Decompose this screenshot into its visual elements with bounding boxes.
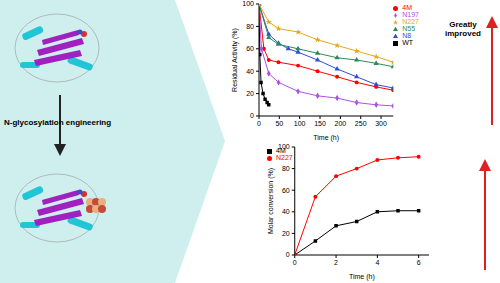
svg-text:0: 0 [286,251,290,258]
svg-text:40: 40 [246,68,254,75]
svg-text:100: 100 [294,120,306,127]
svg-text:20: 20 [246,90,254,97]
svg-text:100: 100 [278,143,290,150]
svg-text:0: 0 [293,259,297,266]
svg-text:Time (h): Time (h) [349,273,375,281]
svg-text:6: 6 [417,259,421,266]
svg-text:0: 0 [250,112,254,119]
svg-text:200: 200 [335,120,347,127]
svg-text:Residual Activity (%): Residual Activity (%) [231,28,239,92]
svg-text:300: 300 [375,120,387,127]
svg-text:20: 20 [282,230,290,237]
svg-text:60: 60 [282,187,290,194]
svg-text:80: 80 [246,23,254,30]
svg-text:80: 80 [282,165,290,172]
svg-text:Time (h): Time (h) [313,134,339,142]
svg-text:60: 60 [246,45,254,52]
svg-text:2: 2 [334,259,338,266]
svg-text:0: 0 [257,120,261,127]
svg-text:250: 250 [355,120,367,127]
svg-text:100: 100 [242,0,254,7]
svg-text:50: 50 [275,120,283,127]
svg-text:40: 40 [282,208,290,215]
svg-text:Molar conversion (%): Molar conversion (%) [267,168,275,234]
svg-text:4: 4 [375,259,379,266]
svg-text:150: 150 [314,120,326,127]
